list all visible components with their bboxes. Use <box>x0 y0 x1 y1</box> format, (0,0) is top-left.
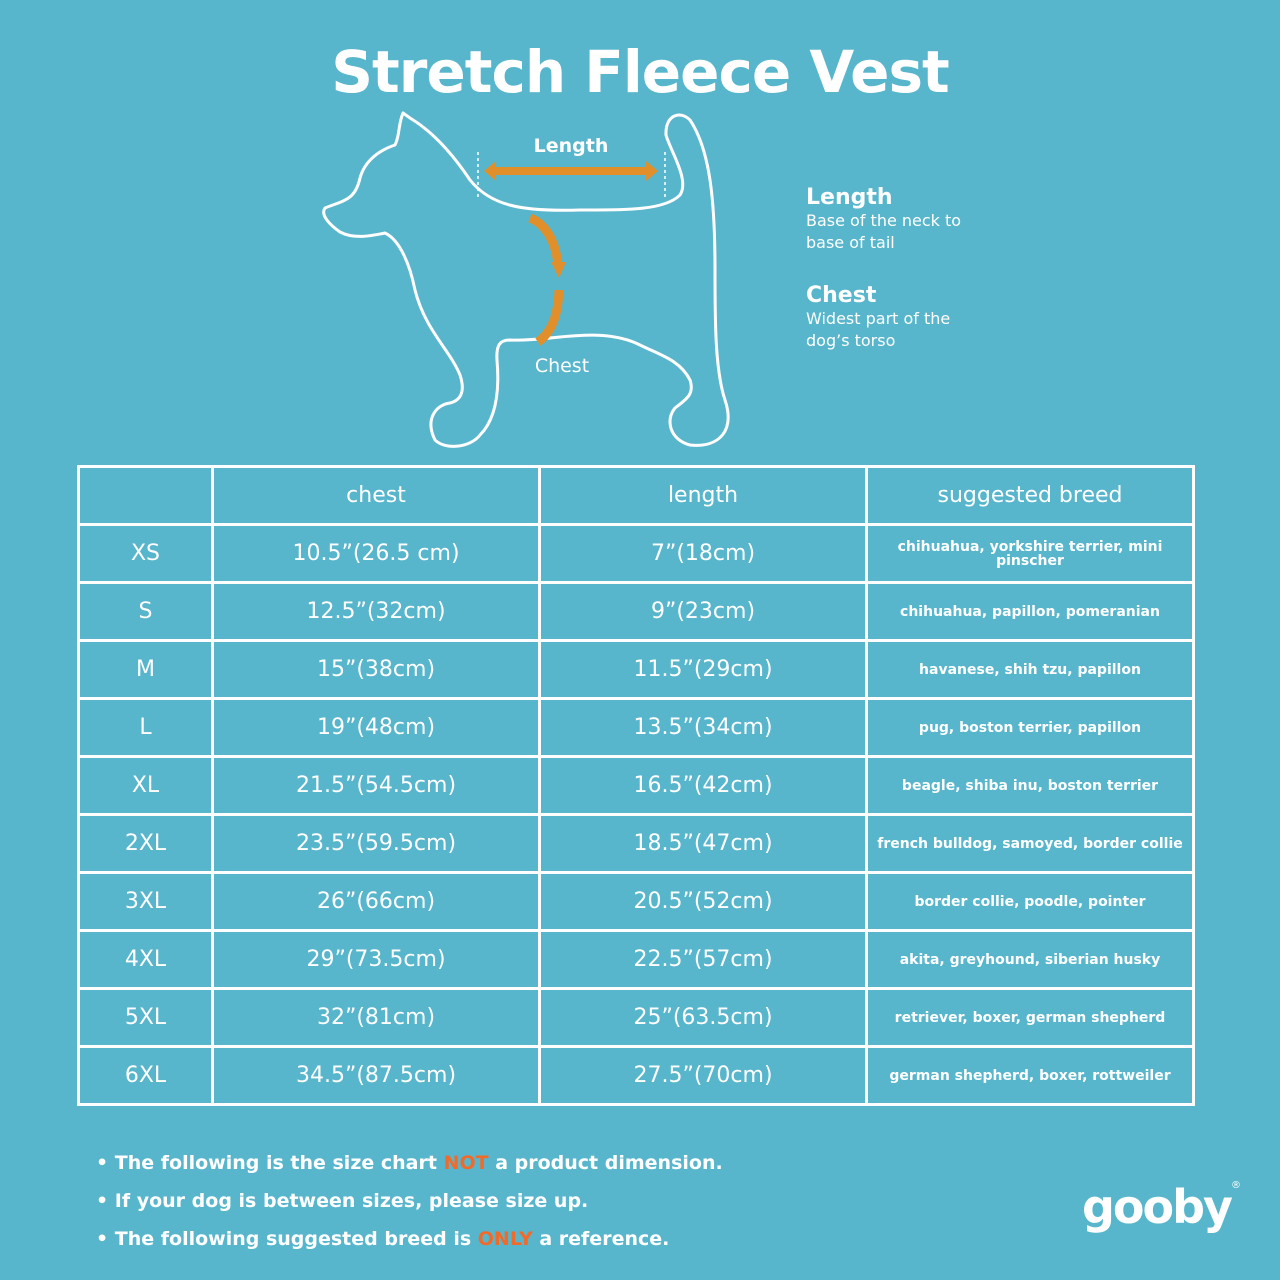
cell-length: 11.5”(29cm) <box>538 639 868 700</box>
header-chest: chest <box>211 465 541 526</box>
legend-heading: Chest <box>806 283 877 308</box>
table-row: M 15”(38cm) 11.5”(29cm) havanese, shih tzu,… <box>77 639 1195 700</box>
logo-text: gooby <box>1082 1180 1233 1234</box>
size-chart-table: chest length suggested breed XS 10.5”(26.… <box>77 465 1195 1106</box>
cell-chest: 12.5”(32cm) <box>211 581 541 642</box>
note-highlight: NOT <box>443 1152 489 1174</box>
cell-size: 5XL <box>77 987 214 1048</box>
dog-outline <box>322 111 730 448</box>
chest-diagram-label: Chest <box>535 355 589 377</box>
cell-chest: 23.5”(59.5cm) <box>211 813 541 874</box>
legend-desc: base of tail <box>806 233 895 252</box>
gooby-logo: gooby® <box>1082 1180 1241 1234</box>
page-title: Stretch Fleece Vest <box>331 38 949 106</box>
cell-breed: border collie, poodle, pointer <box>865 871 1195 932</box>
dog-measurement-diagram: Length Chest <box>322 111 730 448</box>
table-row: 3XL 26”(66cm) 20.5”(52cm) border collie, po… <box>77 871 1195 932</box>
cell-length: 25”(63.5cm) <box>538 987 868 1048</box>
note-highlight: ONLY <box>477 1228 533 1250</box>
note-item: • The following is the size chart NOT a … <box>96 1152 723 1190</box>
header-size <box>77 465 214 526</box>
note-text: • The following suggested breed is <box>96 1228 478 1250</box>
cell-size: L <box>77 697 214 758</box>
cell-size: 3XL <box>77 871 214 932</box>
cell-length: 18.5”(47cm) <box>538 813 868 874</box>
chest-arrow <box>528 213 564 346</box>
cell-breed: havanese, shih tzu, papillon <box>865 639 1195 700</box>
note-text: • If your dog is between sizes, please s… <box>96 1190 589 1212</box>
cell-breed: german shepherd, boxer, rottweiler <box>865 1045 1195 1106</box>
cell-length: 13.5”(34cm) <box>538 697 868 758</box>
cell-breed: akita, greyhound, siberian husky <box>865 929 1195 990</box>
cell-breed: chihuahua, papillon, pomeranian <box>865 581 1195 642</box>
notes-list: • The following is the size chart NOT a … <box>96 1152 723 1266</box>
cell-length: 7”(18cm) <box>538 523 868 584</box>
table-row: 4XL 29”(73.5cm) 22.5”(57cm) akita, greyhoun… <box>77 929 1195 990</box>
cell-length: 20.5”(52cm) <box>538 871 868 932</box>
cell-size: XS <box>77 523 214 584</box>
cell-chest: 15”(38cm) <box>211 639 541 700</box>
note-text: a product dimension. <box>488 1152 723 1174</box>
table-row: L 19”(48cm) 13.5”(34cm) pug, boston terrier… <box>77 697 1195 758</box>
chest-arrowhead <box>551 262 566 278</box>
cell-length: 27.5”(70cm) <box>538 1045 868 1106</box>
length-arrow <box>484 161 658 181</box>
table-row: 2XL 23.5”(59.5cm) 18.5”(47cm) french bulldo… <box>77 813 1195 874</box>
cell-size: XL <box>77 755 214 816</box>
legend-chest: Chest Widest part of the dog’s torso <box>806 283 950 352</box>
cell-chest: 32”(81cm) <box>211 987 541 1048</box>
note-text: • The following is the size chart <box>96 1152 444 1174</box>
cell-size: 6XL <box>77 1045 214 1106</box>
cell-chest: 10.5”(26.5 cm) <box>211 523 541 584</box>
cell-size: 2XL <box>77 813 214 874</box>
legend-length: Length Base of the neck to base of tail <box>806 185 961 254</box>
cell-chest: 34.5”(87.5cm) <box>211 1045 541 1106</box>
cell-breed: beagle, shiba inu, boston terrier <box>865 755 1195 816</box>
cell-chest: 21.5”(54.5cm) <box>211 755 541 816</box>
legend-heading: Length <box>806 185 893 210</box>
table-row: 5XL 32”(81cm) 25”(63.5cm) retriever, boxer,… <box>77 987 1195 1048</box>
cell-size: M <box>77 639 214 700</box>
table-row: XS 10.5”(26.5 cm) 7”(18cm) chihuahua, yorks… <box>77 523 1195 584</box>
length-diagram-label: Length <box>534 135 609 157</box>
cell-length: 16.5”(42cm) <box>538 755 868 816</box>
cell-size: S <box>77 581 214 642</box>
table-row: 6XL 34.5”(87.5cm) 27.5”(70cm) german shephe… <box>77 1045 1195 1106</box>
table-row: S 12.5”(32cm) 9”(23cm) chihuahua, papillon,… <box>77 581 1195 642</box>
legend-desc: Base of the neck to <box>806 211 962 230</box>
note-text: a reference. <box>532 1228 670 1250</box>
note-item: • If your dog is between sizes, please s… <box>96 1190 723 1228</box>
header-length: length <box>538 465 868 526</box>
cell-breed: french bulldog, samoyed, border collie <box>865 813 1195 874</box>
cell-chest: 26”(66cm) <box>211 871 541 932</box>
cell-breed: pug, boston terrier, papillon <box>865 697 1195 758</box>
cell-chest: 19”(48cm) <box>211 697 541 758</box>
cell-breed: chihuahua, yorkshire terrier, mini pinsc… <box>865 523 1195 584</box>
table-header-row: chest length suggested breed <box>77 465 1195 526</box>
legend-desc: dog’s torso <box>806 331 896 350</box>
registered-mark: ® <box>1231 1180 1241 1191</box>
table-row: XL 21.5”(54.5cm) 16.5”(42cm) beagle, shiba … <box>77 755 1195 816</box>
cell-length: 22.5”(57cm) <box>538 929 868 990</box>
cell-breed: retriever, boxer, german shepherd <box>865 987 1195 1048</box>
legend-desc: Widest part of the <box>806 309 951 328</box>
cell-length: 9”(23cm) <box>538 581 868 642</box>
cell-size: 4XL <box>77 929 214 990</box>
note-item: • The following suggested breed is ONLY … <box>96 1228 723 1266</box>
cell-chest: 29”(73.5cm) <box>211 929 541 990</box>
header-breed: suggested breed <box>865 465 1195 526</box>
